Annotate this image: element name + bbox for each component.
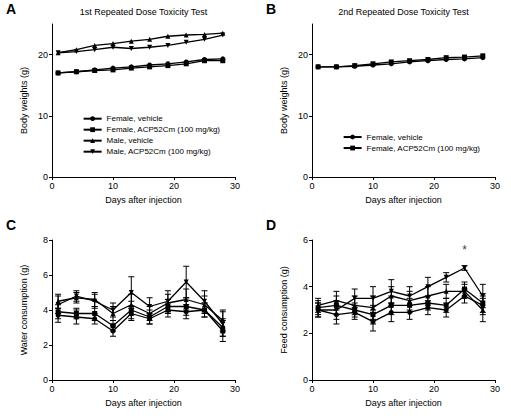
svg-text:Male, ACP52Cm (100 mg/kg): Male, ACP52Cm (100 mg/kg): [107, 147, 211, 156]
svg-text:0: 0: [309, 384, 314, 394]
svg-text:6: 6: [303, 235, 308, 245]
svg-text:*: *: [462, 243, 467, 257]
svg-text:D: D: [266, 217, 276, 233]
svg-text:2: 2: [43, 340, 48, 350]
svg-text:Female, vehicle: Female, vehicle: [107, 114, 164, 123]
svg-text:30: 30: [230, 181, 240, 191]
svg-text:4: 4: [303, 282, 308, 292]
svg-text:Female, vehicle: Female, vehicle: [367, 133, 424, 142]
svg-text:Days after injection: Days after injection: [365, 195, 442, 205]
svg-text:6: 6: [43, 270, 48, 280]
svg-text:30: 30: [490, 181, 500, 191]
svg-text:0: 0: [49, 181, 54, 191]
svg-text:A: A: [6, 1, 16, 17]
svg-text:Days after injection: Days after injection: [105, 195, 182, 205]
svg-text:0: 0: [303, 375, 308, 385]
svg-text:Female, ACP52Cm (100 mg/kg): Female, ACP52Cm (100 mg/kg): [367, 144, 481, 153]
svg-text:2: 2: [303, 328, 308, 338]
svg-text:20: 20: [298, 50, 308, 60]
svg-text:0: 0: [309, 181, 314, 191]
svg-text:Water consumption (g): Water consumption (g): [19, 265, 29, 356]
svg-text:Feed consumption (g): Feed consumption (g): [279, 266, 289, 354]
svg-text:2nd Repeated Dose Toxicity Tes: 2nd Repeated Dose Toxicity Test: [338, 7, 469, 17]
svg-text:30: 30: [230, 384, 240, 394]
svg-text:Female, ACP52Cm (100 mg/kg): Female, ACP52Cm (100 mg/kg): [107, 125, 221, 134]
svg-text:10: 10: [108, 181, 118, 191]
svg-text:20: 20: [429, 181, 439, 191]
svg-text:0: 0: [43, 375, 48, 385]
svg-text:Days after injection: Days after injection: [105, 398, 182, 408]
svg-text:Body weights (g): Body weights (g): [19, 67, 29, 134]
svg-text:0: 0: [43, 172, 48, 182]
svg-text:10: 10: [298, 111, 308, 121]
svg-text:20: 20: [169, 384, 179, 394]
svg-text:4: 4: [43, 305, 48, 315]
svg-text:10: 10: [368, 384, 378, 394]
svg-text:Days after injection: Days after injection: [365, 398, 442, 408]
svg-text:Male, vehicle: Male, vehicle: [107, 136, 154, 145]
svg-text:1st Repeated Dose Toxicity Tes: 1st Repeated Dose Toxicity Test: [80, 7, 208, 17]
svg-text:C: C: [6, 217, 16, 233]
svg-text:10: 10: [38, 111, 48, 121]
svg-text:B: B: [266, 1, 276, 17]
svg-text:0: 0: [303, 172, 308, 182]
svg-text:20: 20: [429, 384, 439, 394]
svg-text:20: 20: [169, 181, 179, 191]
svg-text:0: 0: [49, 384, 54, 394]
svg-text:10: 10: [108, 384, 118, 394]
svg-text:Body weights (g): Body weights (g): [279, 67, 289, 134]
svg-text:10: 10: [368, 181, 378, 191]
svg-text:8: 8: [43, 235, 48, 245]
svg-text:20: 20: [38, 50, 48, 60]
svg-text:30: 30: [490, 384, 500, 394]
